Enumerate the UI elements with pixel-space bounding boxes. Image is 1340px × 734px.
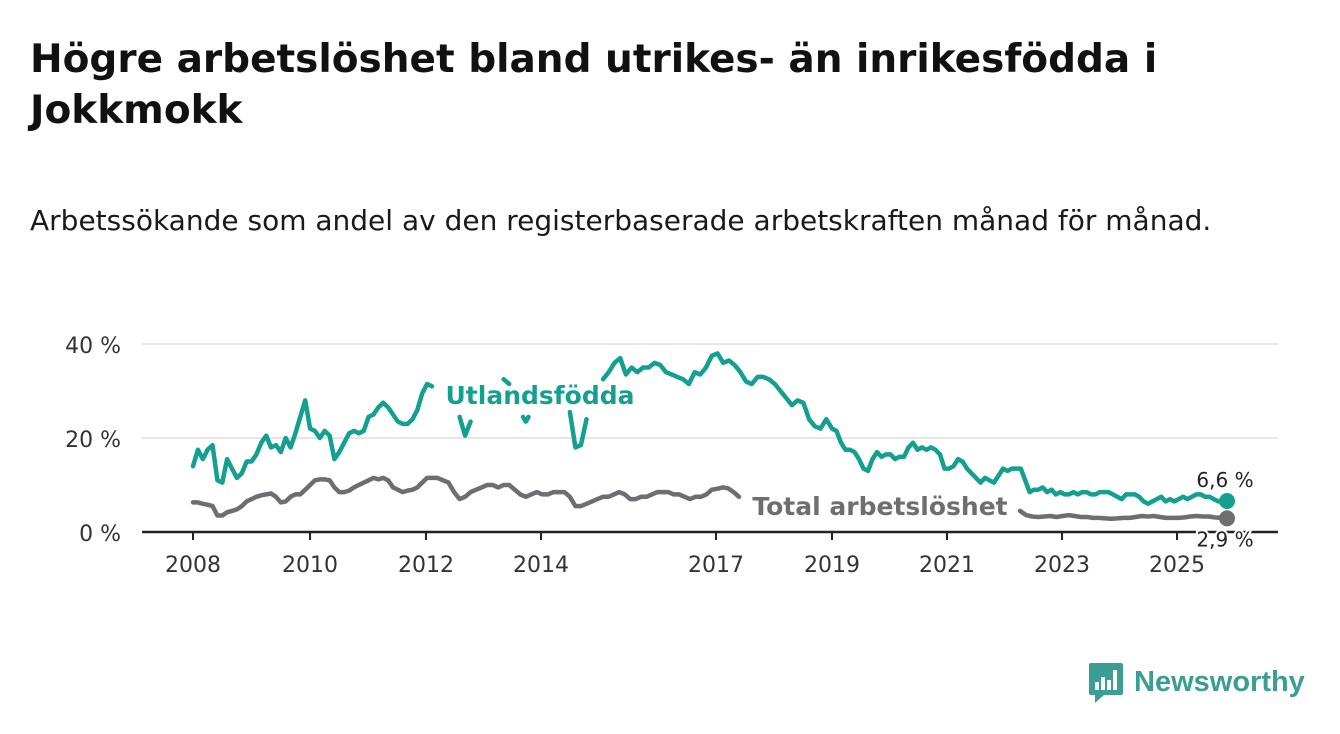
y-tick-label: 20 % xyxy=(65,428,121,453)
series-labels: 6,6 % 2,9 % Utlandsfödda Total arbetslöshet xyxy=(443,378,1256,553)
end-value-label-total-arbetsl-shet: 2,9 % xyxy=(1196,527,1253,551)
chart-title: Högre arbetslöshet bland utrikes- än inr… xyxy=(30,37,1158,133)
series-line-utlandsf-dda-0 xyxy=(190,381,435,485)
x-tick-label: 2017 xyxy=(688,553,744,578)
series-lines xyxy=(190,351,1235,527)
x-tick-label: 2008 xyxy=(165,553,221,578)
series-line-utlandsf-dda-5 xyxy=(600,351,1230,507)
series-line-utlandsf-dda-1 xyxy=(457,414,473,438)
end-point-total-arbetsl-shet xyxy=(1219,510,1235,527)
series-line-total-arbetsl-shet-0 xyxy=(190,475,742,518)
series-line-utlandsf-dda-3 xyxy=(520,414,531,424)
y-axis-ticks: 0 % 20 % 40 % xyxy=(65,334,121,547)
newsworthy-logo: Newsworthy xyxy=(1088,660,1305,704)
x-tick-label: 2012 xyxy=(398,553,454,578)
series-annotation-total-arbetsl-shet: Total arbetslöshet xyxy=(752,492,1007,521)
x-tick-label: 2010 xyxy=(282,553,338,578)
chart-subtitle: Arbetssökande som andel av den registerb… xyxy=(30,204,1212,237)
x-tick-label: 2019 xyxy=(804,553,860,578)
end-value-label-utlandsf-dda: 6,6 % xyxy=(1196,468,1253,492)
y-tick-label: 40 % xyxy=(65,334,121,359)
end-point-utlandsf-dda xyxy=(1219,492,1235,509)
series-line-utlandsf-dda-4 xyxy=(567,409,589,450)
x-tick-label: 2025 xyxy=(1149,553,1205,578)
x-tick-label: 2023 xyxy=(1034,553,1090,578)
x-axis: 2008 2010 2012 2014 2017 2019 2021 2023 2025 xyxy=(142,530,1278,578)
series-line-total-arbetsl-shet-1 xyxy=(1017,508,1230,522)
brand-name: Newsworthy xyxy=(1134,665,1305,698)
series-line-utlandsf-dda-2 xyxy=(501,377,512,387)
x-tick-label: 2014 xyxy=(513,553,569,578)
newsworthy-logo-icon xyxy=(1089,663,1123,703)
series-annotation-utlandsf-dda: Utlandsfödda xyxy=(446,381,635,410)
x-tick-label: 2021 xyxy=(919,553,975,578)
y-tick-label: 0 % xyxy=(79,522,121,547)
